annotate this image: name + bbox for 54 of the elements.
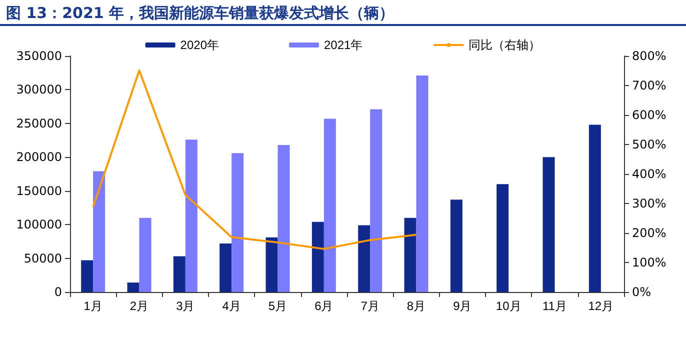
- bar: [324, 118, 336, 292]
- y2-tick-label: 100%: [632, 256, 666, 270]
- bar: [232, 153, 244, 292]
- bar: [266, 237, 278, 292]
- bar: [312, 222, 324, 292]
- bar: [416, 76, 428, 292]
- bar: [370, 109, 382, 292]
- y-tick-label: 200000: [16, 150, 62, 164]
- bar: [358, 225, 370, 292]
- y-tick-label: 0: [54, 285, 62, 299]
- chart-title: 图 13：2021 年，我国新能源车销量获爆发式增长（辆）: [0, 0, 686, 26]
- y2-tick-label: 0%: [632, 285, 652, 299]
- x-tick-label: 5月: [268, 299, 288, 313]
- x-tick-label: 1月: [84, 299, 102, 313]
- bar: [404, 218, 416, 292]
- bar: [450, 200, 462, 292]
- x-tick-label: 12月: [588, 299, 614, 313]
- x-tick-label: 4月: [222, 299, 241, 313]
- y2-tick-label: 700%: [632, 78, 666, 92]
- y2-tick-label: 400%: [632, 167, 666, 181]
- line-series: [92, 69, 418, 250]
- bar: [496, 184, 509, 292]
- bar: [139, 218, 152, 292]
- y-tick-label: 150000: [16, 184, 62, 198]
- y2-tick-label: 500%: [632, 138, 666, 152]
- bar: [81, 260, 94, 292]
- y-tick-label: 300000: [16, 82, 62, 97]
- y-tick-label: 100000: [16, 218, 62, 232]
- x-tick-label: 2月: [130, 299, 149, 313]
- bar: [278, 145, 290, 292]
- x-tick-label: 8月: [406, 299, 426, 313]
- bar: [173, 256, 186, 292]
- bar: [127, 282, 140, 292]
- bar: [220, 243, 232, 292]
- x-tick-label: 6月: [314, 299, 334, 313]
- x-tick-label: 7月: [360, 299, 380, 313]
- bar: [588, 124, 601, 292]
- legend-label: 2021年: [324, 38, 363, 52]
- y-tick-label: 350000: [16, 49, 62, 63]
- x-tick-label: 10月: [496, 299, 522, 313]
- legend-label: 2020年: [180, 38, 220, 52]
- x-tick-label: 3月: [176, 299, 195, 313]
- bar: [93, 171, 106, 292]
- y2-tick-label: 800%: [632, 49, 666, 63]
- x-tick-label: 9月: [453, 299, 472, 313]
- y2-tick-label: 600%: [632, 108, 666, 122]
- x-tick-label: 11月: [542, 299, 567, 313]
- y2-tick-label: 200%: [632, 226, 666, 240]
- bar: [185, 140, 198, 292]
- bar: [542, 157, 555, 292]
- legend-label: 同比（右轴）: [468, 38, 541, 52]
- y-tick-label: 250000: [16, 116, 62, 130]
- y-tick-label: 50000: [24, 251, 62, 266]
- y2-tick-label: 300%: [632, 196, 666, 210]
